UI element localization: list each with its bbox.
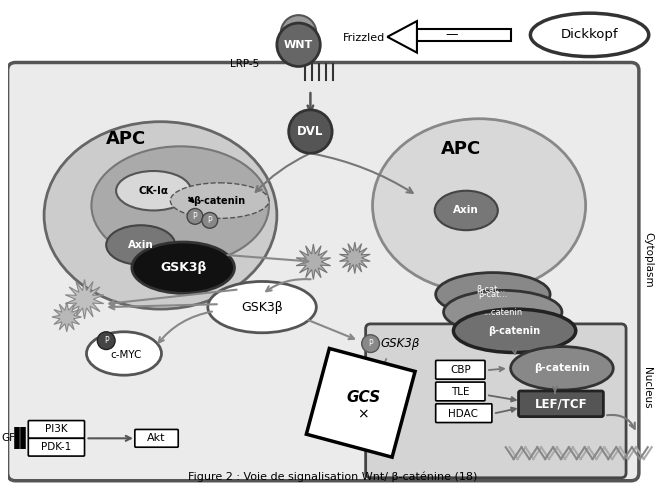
Text: β-cat...: β-cat... — [477, 285, 506, 294]
Circle shape — [277, 23, 320, 66]
Ellipse shape — [531, 13, 649, 57]
Text: Axin: Axin — [128, 240, 154, 250]
Ellipse shape — [372, 119, 585, 292]
Ellipse shape — [436, 273, 550, 316]
Text: LEF/TCF: LEF/TCF — [535, 397, 587, 410]
Ellipse shape — [444, 290, 562, 334]
Ellipse shape — [86, 332, 162, 375]
Polygon shape — [387, 21, 417, 53]
FancyBboxPatch shape — [436, 382, 485, 401]
FancyBboxPatch shape — [417, 29, 511, 41]
FancyBboxPatch shape — [436, 361, 485, 379]
Ellipse shape — [44, 122, 277, 309]
FancyBboxPatch shape — [366, 324, 626, 478]
Circle shape — [202, 212, 218, 228]
Text: APC: APC — [441, 141, 481, 158]
FancyBboxPatch shape — [28, 438, 84, 456]
Ellipse shape — [170, 183, 269, 218]
Text: CBP: CBP — [450, 365, 471, 375]
Ellipse shape — [435, 191, 498, 230]
Circle shape — [288, 110, 332, 153]
Ellipse shape — [106, 225, 176, 264]
Polygon shape — [296, 244, 331, 280]
Text: LRP-5: LRP-5 — [230, 60, 259, 69]
Polygon shape — [65, 280, 104, 319]
Text: β-catenin: β-catenin — [488, 326, 541, 336]
Text: TLE: TLE — [451, 387, 470, 397]
Ellipse shape — [132, 242, 234, 293]
Text: Axin: Axin — [453, 205, 479, 216]
FancyBboxPatch shape — [519, 391, 603, 417]
Text: β-catenin: β-catenin — [193, 196, 246, 205]
Text: ...catenin: ...catenin — [483, 307, 522, 317]
Text: β-catenin: β-catenin — [534, 363, 590, 373]
Text: DVL: DVL — [297, 125, 323, 138]
Ellipse shape — [208, 282, 316, 333]
Text: Frizzled: Frizzled — [343, 33, 385, 43]
Text: PDK-1: PDK-1 — [41, 442, 71, 452]
Text: c-MYC: c-MYC — [110, 350, 142, 361]
Ellipse shape — [511, 346, 613, 390]
Text: APC: APC — [106, 130, 146, 148]
FancyBboxPatch shape — [7, 62, 639, 481]
Text: Akt: Akt — [147, 433, 166, 443]
Text: P: P — [368, 339, 373, 348]
Text: P: P — [193, 212, 197, 221]
Text: Figure 2 : Voie de signalisation Wnt/ β-caténine (18): Figure 2 : Voie de signalisation Wnt/ β-… — [188, 471, 478, 482]
Text: PI3K: PI3K — [45, 425, 67, 434]
FancyBboxPatch shape — [135, 429, 178, 447]
Text: P: P — [207, 216, 212, 225]
Text: Cytoplasm: Cytoplasm — [644, 232, 654, 287]
Text: HDAC: HDAC — [448, 408, 478, 419]
Text: —: — — [446, 28, 458, 41]
Circle shape — [280, 15, 316, 51]
Ellipse shape — [453, 309, 576, 352]
Text: CK-Iα: CK-Iα — [139, 186, 168, 196]
Polygon shape — [52, 302, 82, 332]
Text: WNT: WNT — [284, 40, 314, 50]
Text: Nucleus: Nucleus — [642, 367, 652, 409]
Text: GSK3β: GSK3β — [241, 301, 283, 314]
FancyBboxPatch shape — [28, 421, 84, 438]
Text: GSK3β: GSK3β — [160, 261, 207, 274]
Polygon shape — [339, 242, 370, 274]
Text: P: P — [104, 336, 108, 345]
Circle shape — [362, 335, 379, 352]
Text: Dickkopf: Dickkopf — [561, 28, 618, 41]
Text: GF: GF — [1, 433, 15, 443]
Text: GCS: GCS — [346, 390, 381, 406]
Ellipse shape — [116, 171, 191, 210]
Text: GSK3β: GSK3β — [380, 337, 420, 350]
Text: β-cat...: β-cat... — [478, 290, 508, 299]
Circle shape — [187, 208, 203, 224]
Polygon shape — [306, 348, 415, 457]
Text: ×: × — [357, 407, 368, 422]
Ellipse shape — [92, 146, 269, 264]
FancyBboxPatch shape — [436, 404, 492, 423]
Circle shape — [97, 332, 115, 349]
